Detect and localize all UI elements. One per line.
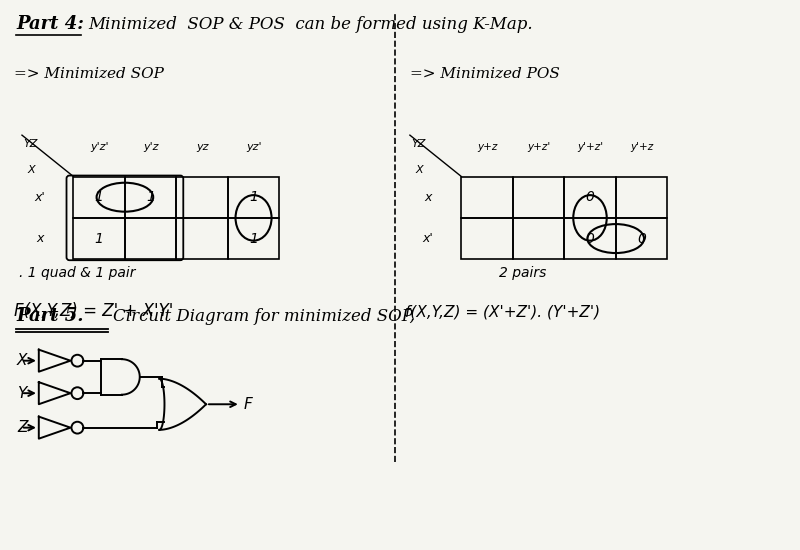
Text: Z: Z (17, 420, 27, 435)
Bar (74, 177, 125, 218)
Text: Part 5.: Part 5. (16, 307, 83, 325)
Text: F: F (244, 397, 252, 412)
Text: X: X (416, 164, 423, 174)
Text: 0: 0 (637, 232, 646, 245)
Text: Minimized  SOP & POS  can be formed using K-Map.: Minimized SOP & POS can be formed using … (88, 16, 533, 33)
Text: 0: 0 (586, 232, 594, 245)
Text: Part 4:: Part 4: (16, 15, 84, 33)
Bar (564, 218, 616, 259)
Text: . 1 quad & 1 pair: . 1 quad & 1 pair (19, 266, 135, 280)
Text: x': x' (34, 191, 45, 204)
Text: yz: yz (196, 142, 208, 152)
Bar (616, 218, 667, 259)
Bar (513, 177, 564, 218)
Text: x: x (424, 191, 431, 204)
Text: YZ: YZ (411, 139, 426, 149)
Bar (176, 177, 228, 218)
Text: 1: 1 (94, 232, 104, 245)
Bar (228, 177, 279, 218)
Text: Circuit Diagram for minimized SOP,: Circuit Diagram for minimized SOP, (113, 309, 414, 325)
Text: y+z: y+z (477, 142, 498, 152)
Text: y'z: y'z (143, 142, 158, 152)
Bar (176, 218, 228, 259)
Text: y'z': y'z' (90, 142, 109, 152)
Text: X: X (17, 353, 27, 368)
Text: 2 pairs: 2 pairs (499, 266, 546, 280)
Bar (125, 218, 176, 259)
Bar (228, 218, 279, 259)
Text: 1: 1 (249, 190, 258, 204)
Text: 0: 0 (586, 190, 594, 204)
Bar (564, 177, 616, 218)
Text: F(X,Y,Z) = Z' + X'Y': F(X,Y,Z) = Z' + X'Y' (14, 302, 174, 320)
Text: f(X,Y,Z) = (X'+Z'). (Y'+Z'): f(X,Y,Z) = (X'+Z'). (Y'+Z') (405, 304, 600, 320)
Text: 1: 1 (146, 190, 155, 204)
Bar (462, 218, 513, 259)
Text: 1: 1 (94, 190, 104, 204)
Text: yz': yz' (246, 142, 262, 152)
Text: y+z': y+z' (527, 142, 550, 152)
Text: => Minimized POS: => Minimized POS (410, 67, 560, 81)
Text: 1: 1 (249, 232, 258, 245)
Text: => Minimized SOP: => Minimized SOP (14, 67, 164, 81)
Text: X: X (28, 164, 35, 174)
Text: y'+z: y'+z (630, 142, 653, 152)
Bar (462, 177, 513, 218)
Text: y'+z': y'+z' (577, 142, 603, 152)
Bar (513, 218, 564, 259)
Text: x: x (36, 232, 43, 245)
Bar (616, 177, 667, 218)
Bar (74, 218, 125, 259)
Text: Y: Y (17, 386, 26, 401)
Text: x': x' (422, 232, 433, 245)
Text: YZ: YZ (23, 139, 38, 149)
Bar (125, 177, 176, 218)
